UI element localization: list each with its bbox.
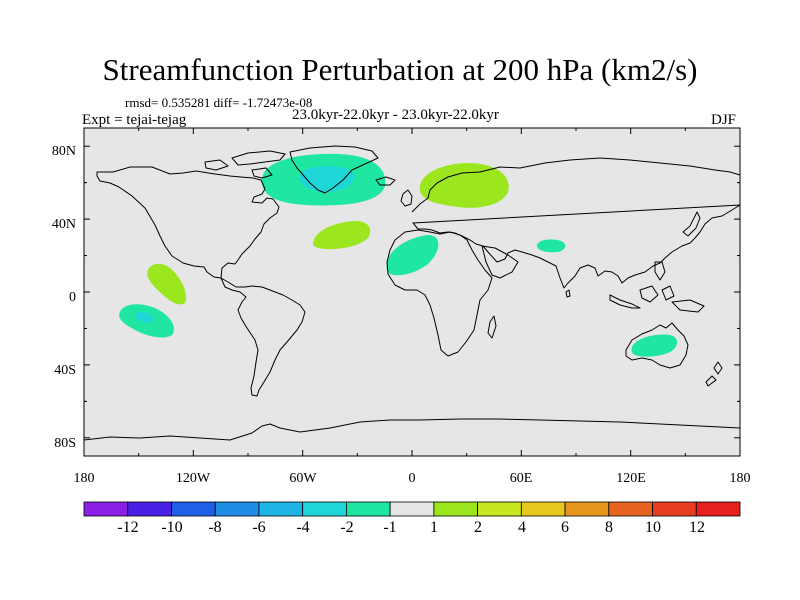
- season-label: DJF: [711, 112, 737, 128]
- colorbar-label: -2: [340, 519, 353, 536]
- anomaly-india: [536, 239, 566, 253]
- coast-arabia: [481, 245, 519, 279]
- coast-australia: [625, 322, 689, 369]
- colorbar-swatch: [127, 501, 172, 517]
- coast-sri-lanka: [565, 289, 571, 298]
- coast-iceland: [375, 176, 396, 186]
- coast-south-america: [220, 277, 306, 397]
- coast-eurasia: [411, 157, 741, 289]
- lat-label-80s: 80S: [54, 436, 76, 451]
- coast-arctic-islands: [204, 150, 286, 179]
- colorbar-swatch: [171, 501, 216, 517]
- colorbar-swatch: [695, 501, 741, 517]
- colorbar-swatch: [302, 501, 347, 517]
- colorbar-swatch: [652, 501, 697, 517]
- anomaly-fields: [119, 153, 678, 357]
- colorbar-label: -1: [383, 519, 396, 536]
- lon-label-60e: 60E: [510, 471, 533, 486]
- lon-label-120w: 120W: [176, 471, 211, 486]
- page-title: Streamfunction Perturbation at 200 hPa (…: [102, 52, 698, 87]
- anomaly-pacific-north: [147, 263, 187, 305]
- coast-antarctica: [83, 418, 741, 441]
- colorbar-swatch: [258, 501, 304, 517]
- colorbar-label: -8: [208, 519, 221, 536]
- anomaly-australia: [631, 334, 678, 357]
- lat-label-40s: 40S: [54, 363, 76, 378]
- coast-madagascar: [487, 315, 497, 339]
- colorbar-label: -4: [296, 519, 309, 536]
- plot-area: [84, 128, 740, 456]
- colorbar-swatch: [214, 501, 260, 517]
- coast-se-asia: [609, 261, 705, 313]
- coast-africa: [386, 229, 493, 357]
- colorbar-label: -10: [161, 519, 182, 536]
- stats-label: rmsd= 0.535281 diff= -1.72473e-08: [125, 95, 313, 110]
- colorbar-swatch: [433, 501, 479, 517]
- colorbar-swatch: [389, 501, 435, 517]
- colorbar-label: -6: [252, 519, 265, 536]
- colorbar-labels: -12 -10 -8 -6 -4 -2 -1 1 2 4 6 8 10 12: [117, 519, 705, 536]
- colorbar-label: 10: [645, 519, 661, 536]
- lon-label-180w: 180: [74, 471, 95, 486]
- colorbar-swatch: [477, 501, 522, 517]
- coastlines: [83, 145, 741, 441]
- colorbar-swatch: [520, 501, 566, 517]
- colorbar-swatch: [608, 501, 653, 517]
- period-label: 23.0kyr-22.0kyr - 23.0kyr-22.0kyr: [292, 107, 499, 123]
- lon-label-60w: 60W: [289, 471, 317, 486]
- colorbar-label: 12: [689, 519, 705, 536]
- anomaly-north-africa: [386, 235, 439, 276]
- lon-label-180e: 180: [730, 471, 751, 486]
- colorbar-label: -12: [117, 519, 138, 536]
- colorbar-label: 2: [474, 519, 482, 536]
- anomaly-scandinavia: [419, 163, 509, 208]
- lat-label-40n: 40N: [52, 217, 76, 232]
- colorbar-label: 4: [518, 519, 526, 536]
- coast-new-zealand: [705, 361, 723, 387]
- coast-north-america: [96, 166, 280, 279]
- colorbar: [83, 501, 741, 517]
- coast-greenland: [289, 145, 379, 194]
- anomaly-central-atlantic: [312, 221, 371, 250]
- coast-uk: [400, 189, 413, 207]
- colorbar-label: 8: [605, 519, 613, 536]
- colorbar-label: 6: [561, 519, 569, 536]
- lat-label-0: 0: [69, 290, 76, 305]
- colorbar-swatch: [83, 501, 129, 517]
- colorbar-swatch: [345, 501, 391, 517]
- axis-ticks: [83, 128, 741, 456]
- anomaly-pacific-south-core: [135, 311, 154, 323]
- experiment-label: Expt = tejai-tejag: [82, 112, 187, 128]
- lon-label-0: 0: [409, 471, 416, 486]
- colorbar-swatch: [564, 501, 610, 517]
- colorbar-label: 1: [430, 519, 438, 536]
- coast-japan: [682, 211, 701, 237]
- lon-label-120e: 120E: [616, 471, 646, 486]
- lat-label-80n: 80N: [52, 144, 76, 159]
